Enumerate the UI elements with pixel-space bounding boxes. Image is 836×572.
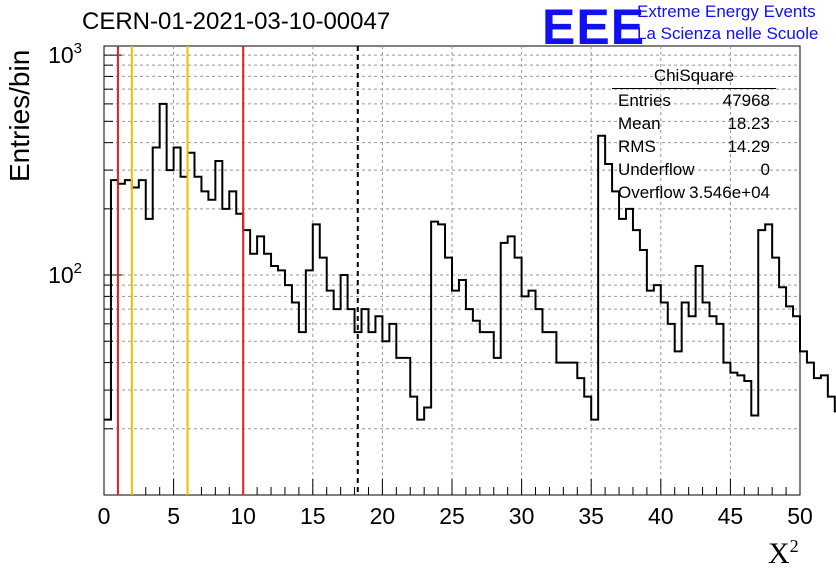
stats-row-entries: Entries 47968	[612, 91, 776, 114]
stats-value: 47968	[722, 91, 770, 110]
x-axis-label: X2	[768, 536, 799, 571]
x-tick-label: 0	[98, 503, 111, 529]
stats-label: Mean	[618, 114, 661, 133]
stats-row-overflow: Overflow 3.546e+04	[612, 183, 776, 206]
stats-value: 14.29	[727, 137, 770, 156]
logo-line-1: Extreme Energy Events	[637, 2, 816, 21]
y-tick-label: 102	[48, 260, 82, 288]
stats-value: 0	[760, 160, 770, 179]
stats-label: RMS	[618, 137, 656, 156]
x-tick-label: 50	[787, 503, 813, 529]
x-tick-label: 40	[648, 503, 674, 529]
stats-title: ChiSquare	[612, 66, 776, 89]
stats-row-underflow: Underflow 0	[612, 160, 776, 183]
y-tick-label: 103	[48, 40, 82, 68]
histogram-series	[104, 102, 836, 421]
stats-label: Overflow	[618, 183, 686, 202]
logo-line-2: La Scienza nelle Scuole	[637, 24, 819, 43]
x-tick-label: 20	[370, 503, 396, 529]
x-tick-label: 10	[230, 503, 256, 529]
x-tick-label: 15	[300, 503, 326, 529]
x-tick-label: 35	[578, 503, 604, 529]
x-tick-label: 5	[167, 503, 180, 529]
x-tick-label: 25	[439, 503, 465, 529]
stats-value: 18.23	[727, 114, 770, 133]
y-axis-label: Entries/bin	[4, 49, 35, 182]
eee-logo-mark: EEE	[542, 0, 646, 55]
chart-title: CERN-01-2021-03-10-00047	[82, 8, 391, 35]
stats-value: 3.546e+04	[689, 183, 770, 202]
x-tick-label: 30	[509, 503, 535, 529]
x-tick-label: 45	[718, 503, 744, 529]
x-axis-label-base: X	[768, 537, 790, 570]
stats-row-rms: RMS 14.29	[612, 137, 776, 160]
stats-row-mean: Mean 18.23	[612, 114, 776, 137]
x-axis-label-exponent: 2	[789, 536, 799, 556]
stats-box: ChiSquare Entries 47968 Mean 18.23 RMS 14.2…	[612, 66, 776, 206]
stats-label: Underflow	[618, 160, 695, 179]
stats-label: Entries	[618, 91, 671, 110]
